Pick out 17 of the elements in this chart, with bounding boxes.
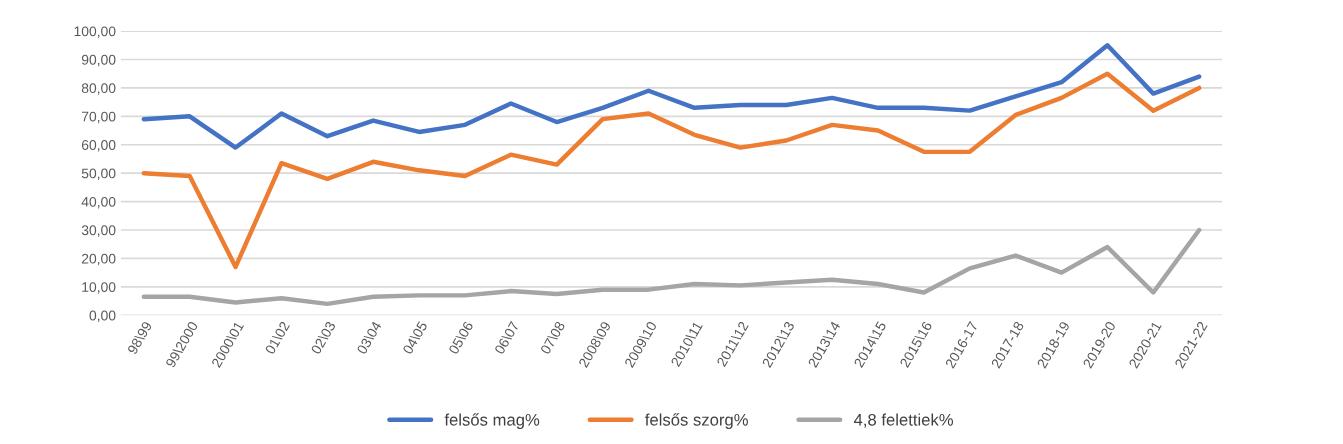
y-tick-label: 40,00: [81, 196, 116, 209]
y-tick-label: 100,00: [74, 26, 116, 38]
y-tick-label: 10,00: [82, 282, 116, 294]
y-tick-label: 70,00: [81, 111, 116, 124]
legend-label: 4,8 felettiek%: [853, 413, 954, 428]
legend-label: felsős szorg%: [645, 413, 748, 429]
y-tick-label: 30,00: [81, 225, 116, 237]
y-tick-label: 90,00: [81, 54, 116, 67]
y-tick-label: 20,00: [81, 253, 116, 266]
line-series: [141, 227, 1202, 307]
y-tick-label: 60,00: [81, 140, 116, 152]
y-tick-label: 50,00: [81, 168, 116, 180]
y-tick-label: 0,00: [89, 310, 116, 323]
y-tick-label: 80,00: [81, 83, 116, 95]
line-series: [141, 43, 1202, 150]
legend-label: felsős mag%: [444, 413, 540, 429]
line-series: [141, 71, 1202, 270]
